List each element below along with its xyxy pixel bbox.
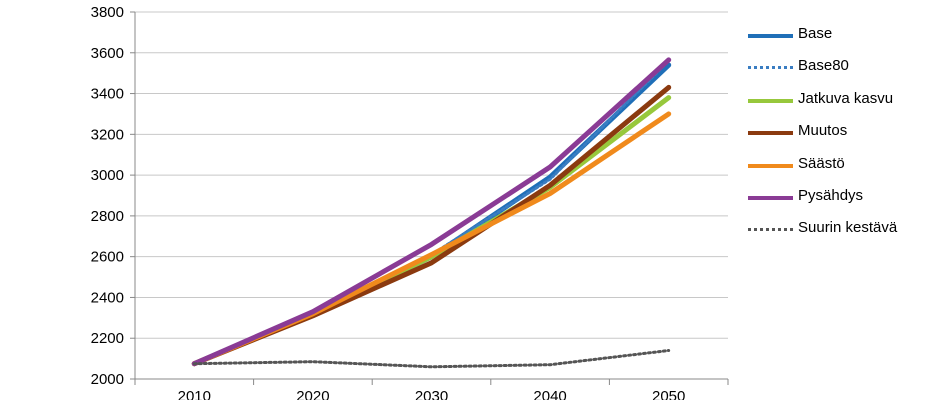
legend: Base Base80 Jatkuva kasvu Muutos Säästö Pysäh…	[748, 22, 933, 249]
legend-label-suurin-kestävä: Suurin kestävä	[798, 219, 898, 237]
legend-item-pysähdys: Pysähdys	[748, 184, 933, 216]
legend-swatch-base	[748, 34, 793, 38]
legend-label-muutos: Muutos	[798, 122, 848, 140]
legend-item-base: Base	[748, 22, 933, 54]
y-tick-label-3000: 3000	[91, 167, 124, 184]
legend-swatch-säästö	[748, 163, 793, 168]
y-tick-label-2000: 2000	[91, 371, 124, 388]
legend-swatch-muutos	[748, 131, 793, 136]
y-tick-label-2800: 2800	[91, 208, 124, 225]
y-tick-label-2400: 2400	[91, 289, 124, 306]
series-line-base80	[192, 59, 671, 366]
legend-swatch-pysähdys	[748, 195, 793, 200]
x-tick-label-2040: 2040	[533, 388, 566, 400]
legend-item-säästö: Säästö	[748, 152, 933, 184]
legend-swatch-suurin-kestävä	[748, 228, 793, 232]
x-axis-ticks: 2010 2020 2030 2040 2050	[134, 379, 729, 400]
y-tick-label-2600: 2600	[91, 249, 124, 266]
x-tick-label-2030: 2030	[415, 388, 448, 400]
legend-label-säästö: Säästö	[798, 154, 845, 172]
x-tick-label-2010: 2010	[178, 388, 211, 400]
legend-label-jatkuva-kasvu: Jatkuva kasvu	[798, 89, 894, 107]
legend-item-muutos: Muutos	[748, 119, 933, 151]
legend-item-base80: Base80	[748, 54, 933, 86]
gridlines	[135, 11, 728, 339]
legend-swatch-jatkuva-kasvu	[748, 98, 793, 103]
y-tick-label-2200: 2200	[91, 330, 124, 347]
y-tick-label-3200: 3200	[91, 126, 124, 143]
series-line-suurin-kestävä	[192, 349, 671, 369]
axes	[134, 12, 728, 380]
y-tick-label-3400: 3400	[91, 86, 124, 103]
legend-swatch-base80	[748, 66, 793, 70]
y-tick-label-3600: 3600	[91, 45, 124, 62]
y-axis-ticks: 2000 2200 2400 2600 2800 3000 3200 3400 3600 3800	[91, 4, 135, 388]
x-tick-label-2020: 2020	[296, 388, 329, 400]
legend-label-base: Base	[798, 25, 833, 42]
x-tick-label-2050: 2050	[652, 388, 685, 400]
series-line-jatkuva-kasvu	[191, 95, 672, 367]
legend-item-suurin-kestävä: Suurin kestävä	[748, 216, 933, 248]
legend-item-jatkuva-kasvu: Jatkuva kasvu	[748, 87, 933, 119]
series-line-base	[191, 62, 672, 367]
series-line-pysähdys	[191, 57, 672, 367]
y-tick-label-3800: 3800	[91, 4, 124, 21]
legend-label-base80: Base80	[798, 57, 849, 75]
series-lines	[191, 57, 672, 369]
legend-label-pysähdys: Pysähdys	[798, 186, 864, 204]
